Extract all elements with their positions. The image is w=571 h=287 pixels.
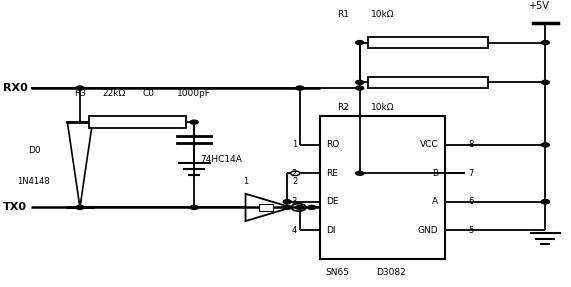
Circle shape — [283, 200, 291, 204]
Bar — [89, 117, 186, 128]
Text: VCC: VCC — [420, 140, 439, 150]
Text: TX0: TX0 — [3, 202, 27, 212]
Text: 1N4148: 1N4148 — [17, 177, 50, 186]
Circle shape — [76, 86, 84, 90]
Text: +5V: +5V — [528, 1, 549, 11]
Text: 5: 5 — [468, 226, 473, 235]
Circle shape — [541, 200, 549, 204]
Circle shape — [356, 171, 364, 175]
Text: 4: 4 — [292, 226, 297, 235]
Bar — [320, 117, 445, 259]
Circle shape — [296, 205, 304, 210]
Text: GND: GND — [418, 226, 439, 235]
Text: C0: C0 — [143, 89, 155, 98]
Text: 2: 2 — [292, 169, 297, 178]
Text: R3: R3 — [74, 89, 86, 98]
Text: 22kΩ: 22kΩ — [103, 89, 126, 98]
Text: RE: RE — [327, 169, 339, 178]
Bar — [368, 37, 488, 48]
Circle shape — [308, 205, 316, 210]
Circle shape — [190, 205, 198, 210]
Circle shape — [76, 205, 84, 210]
Text: 6: 6 — [468, 197, 473, 206]
Circle shape — [356, 80, 364, 84]
Text: 1000pF: 1000pF — [177, 89, 211, 98]
Text: 3: 3 — [292, 197, 297, 206]
Text: 1: 1 — [243, 177, 248, 186]
Text: RX0: RX0 — [3, 83, 27, 93]
Text: 8: 8 — [468, 140, 473, 150]
Text: D0: D0 — [29, 146, 41, 155]
Text: B: B — [432, 169, 439, 178]
Circle shape — [541, 80, 549, 84]
Bar — [368, 77, 488, 88]
Circle shape — [356, 40, 364, 44]
Text: 2: 2 — [292, 177, 297, 186]
Circle shape — [541, 40, 549, 44]
Text: 10kΩ: 10kΩ — [371, 10, 395, 19]
Text: 7: 7 — [468, 169, 473, 178]
Text: R1: R1 — [337, 10, 349, 19]
Circle shape — [283, 205, 291, 210]
Circle shape — [190, 120, 198, 124]
Circle shape — [356, 86, 364, 90]
Text: 1: 1 — [292, 140, 297, 150]
Text: DE: DE — [327, 197, 339, 206]
Text: RO: RO — [327, 140, 340, 150]
Text: A: A — [432, 197, 439, 206]
Text: DI: DI — [327, 226, 336, 235]
Bar — [259, 204, 273, 211]
Text: D3082: D3082 — [376, 268, 406, 277]
Text: SN65: SN65 — [325, 268, 349, 277]
Circle shape — [296, 86, 304, 90]
Circle shape — [541, 143, 549, 147]
Text: 74HC14A: 74HC14A — [200, 155, 242, 164]
Text: 10kΩ: 10kΩ — [371, 103, 395, 113]
Circle shape — [541, 200, 549, 204]
Text: R2: R2 — [337, 103, 349, 113]
